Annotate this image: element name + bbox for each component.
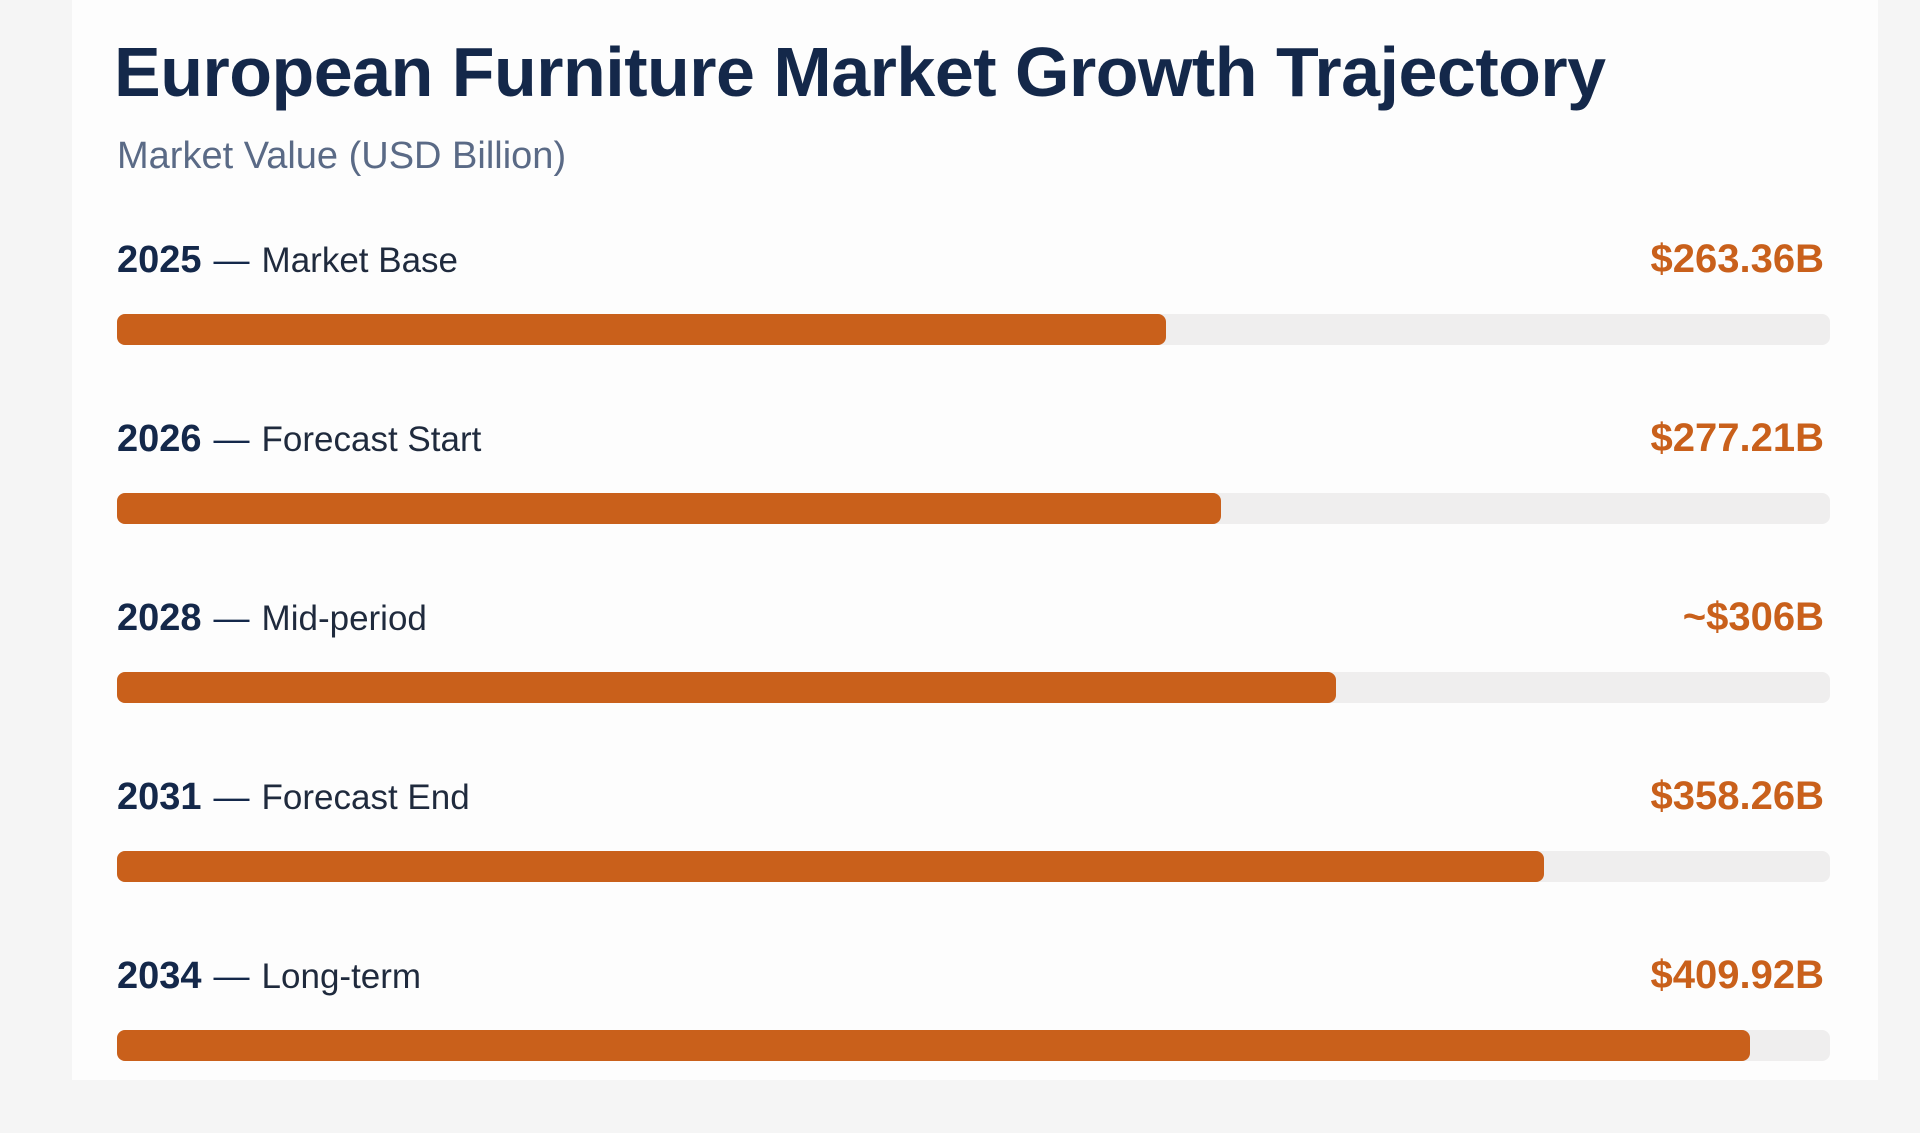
bar-row-header: 2028 — Mid-period ~$306B [117, 595, 1830, 658]
bar-row-left: 2025 — Market Base [117, 238, 458, 284]
bar-row-header: 2031 — Forecast End $358.26B [117, 774, 1830, 837]
data-label: $263.36B [1650, 237, 1824, 281]
category-label: Mid-period [261, 599, 427, 638]
category-year: 2025 [117, 239, 202, 281]
label-separator: — [213, 418, 250, 459]
category-label: Long-term [261, 957, 422, 996]
bar-row-header: 2026 — Forecast Start $277.21B [117, 416, 1830, 479]
bar-row: 2026 — Forecast Start $277.21B [117, 416, 1830, 596]
bar-row: 2031 — Forecast End $358.26B [117, 774, 1830, 954]
category-label: Forecast End [261, 778, 470, 817]
bar [117, 493, 1221, 524]
chart-subtitle: Market Value (USD Billion) [117, 135, 567, 177]
data-label: $409.92B [1650, 953, 1824, 997]
bar-row: 2028 — Mid-period ~$306B [117, 595, 1830, 775]
data-label: ~$306B [1682, 595, 1824, 639]
chart-card [72, 0, 1878, 1080]
bar-row: 2034 — Long-term $409.92B [117, 953, 1830, 1133]
category-year: 2028 [117, 597, 202, 639]
bar-track [117, 851, 1830, 882]
bar-track [117, 672, 1830, 703]
data-label: $277.21B [1650, 416, 1824, 460]
bar-track [117, 314, 1830, 345]
bar-row: 2025 — Market Base $263.36B [117, 237, 1830, 417]
bar-track [117, 493, 1830, 524]
label-separator: — [213, 239, 250, 280]
bar [117, 672, 1336, 703]
bar-row-left: 2026 — Forecast Start [117, 417, 481, 463]
bar [117, 1030, 1750, 1061]
category-year: 2034 [117, 955, 202, 997]
bar [117, 314, 1166, 345]
bar-row-left: 2031 — Forecast End [117, 775, 470, 821]
bar-track [117, 1030, 1830, 1061]
bar-row-header: 2034 — Long-term $409.92B [117, 953, 1830, 1016]
bar-rows: 2025 — Market Base $263.36B 2026 — Forecast … [117, 237, 1830, 1133]
label-separator: — [213, 955, 250, 996]
category-year: 2031 [117, 776, 202, 818]
data-label: $358.26B [1650, 774, 1824, 818]
category-label: Market Base [261, 241, 459, 280]
category-year: 2026 [117, 418, 202, 460]
bar-row-left: 2028 — Mid-period [117, 596, 427, 642]
chart-title: European Furniture Market Growth Traject… [114, 33, 1606, 111]
label-separator: — [213, 597, 250, 638]
bar-row-header: 2025 — Market Base $263.36B [117, 237, 1830, 300]
bar-row-left: 2034 — Long-term [117, 954, 421, 1000]
label-separator: — [213, 776, 250, 817]
category-label: Forecast Start [261, 420, 482, 459]
bar [117, 851, 1544, 882]
